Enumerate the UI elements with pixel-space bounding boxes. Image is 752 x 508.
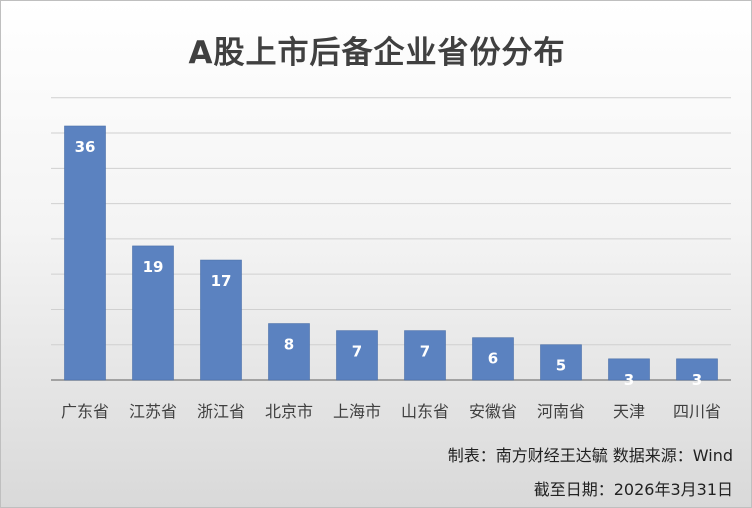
source-note: 制表：南方财经王达毓 数据来源：Wind <box>447 446 733 465</box>
category-label: 安徽省 <box>469 402 517 421</box>
bar <box>336 330 378 381</box>
bars <box>64 125 718 381</box>
bar <box>404 330 446 381</box>
category-label: 四川省 <box>673 402 721 421</box>
category-label: 山东省 <box>401 402 449 421</box>
data-label: 7 <box>420 343 430 361</box>
category-label: 江苏省 <box>129 402 177 421</box>
data-label: 7 <box>352 343 362 361</box>
bar <box>200 259 242 381</box>
bar <box>540 344 582 381</box>
bar <box>132 245 174 381</box>
bar <box>268 323 310 381</box>
data-label: 3 <box>692 371 702 389</box>
category-label: 河南省 <box>537 402 585 421</box>
data-label: 8 <box>284 336 294 354</box>
bar <box>64 125 106 381</box>
bar <box>472 337 514 381</box>
bar <box>608 358 650 381</box>
data-label: 6 <box>488 350 498 368</box>
data-label: 17 <box>211 272 232 290</box>
data-label: 3 <box>624 371 634 389</box>
bar <box>676 358 718 381</box>
data-label: 19 <box>143 258 164 276</box>
category-label: 天津 <box>613 402 645 421</box>
date-note: 截至日期：2026年3月31日 <box>533 480 733 499</box>
category-label: 广东省 <box>61 402 109 421</box>
value-labels: 36 19 17 8 7 7 6 5 3 3 <box>75 138 703 389</box>
data-label: 36 <box>75 138 96 156</box>
category-labels: 广东省 江苏省 浙江省 北京市 上海市 山东省 安徽省 河南省 天津 四川省 <box>61 402 721 421</box>
chart-title: A股上市后备企业省份分布 <box>188 35 566 71</box>
data-label: 5 <box>556 357 566 375</box>
category-label: 北京市 <box>265 402 313 421</box>
category-label: 上海市 <box>333 402 381 421</box>
category-label: 浙江省 <box>197 402 245 421</box>
